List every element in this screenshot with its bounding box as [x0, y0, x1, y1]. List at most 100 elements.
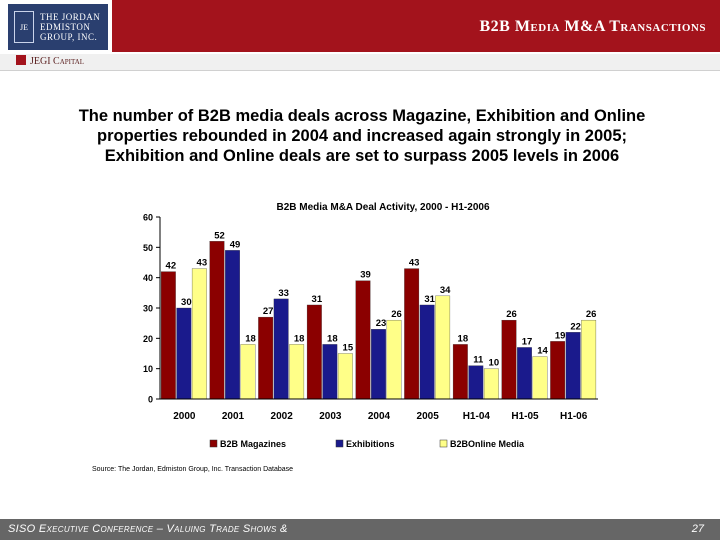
bar-value-label: 33 [278, 288, 289, 299]
bar-value-label: 18 [294, 333, 305, 344]
bar [240, 344, 256, 400]
capital-label-text: JEGI Capital [30, 56, 85, 67]
legend-label: B2BOnline Media [450, 439, 525, 449]
source-note: Source: The Jordan, Edmiston Group, Inc.… [92, 466, 294, 473]
axes-group: 0 10 20 30 40 50 60 2000 2001 2002 2003 2004 2005 H1-… [143, 213, 598, 422]
bar [160, 271, 176, 400]
bar-value-label: 18 [327, 333, 338, 344]
bar-value-label: 52 [214, 230, 225, 241]
logo-text-line-3: Group, Inc. [40, 32, 98, 42]
bar [209, 241, 225, 400]
bar [435, 295, 451, 400]
x-tick-label: H1-06 [560, 411, 588, 422]
bar [581, 319, 597, 400]
value-labels-group: 42 30 43 52 49 18 27 33 18 31 18 15 39 23 26 43 31 34 18 11… [166, 230, 597, 368]
bar-value-label: 11 [473, 355, 484, 366]
capital-label: JEGI Capital [16, 55, 84, 67]
bar-value-label: 19 [555, 330, 566, 341]
bar-value-label: 26 [506, 309, 517, 320]
bar [501, 319, 517, 400]
title-band: B2B Media M&A Transactions [112, 0, 720, 52]
bar-value-label: 43 [409, 258, 420, 269]
bar-value-label: 31 [312, 294, 323, 305]
logo-text-line-2: Edmiston [40, 22, 91, 32]
legend-label: B2B Magazines [220, 439, 286, 449]
bar-value-label: 34 [440, 285, 451, 296]
x-tick-label: 2000 [173, 411, 196, 422]
headline: The number of B2B media deals across Mag… [78, 107, 646, 165]
bar [191, 268, 207, 400]
legend-swatch [209, 439, 218, 448]
bar [371, 329, 386, 400]
y-tick-label: 40 [143, 273, 153, 283]
bar-value-label: 39 [360, 270, 371, 281]
bar-value-label: 26 [586, 309, 597, 320]
chart-title: B2B Media M&A Deal Activity, 2000 - H1-2… [276, 202, 489, 213]
legend-swatch [439, 439, 448, 448]
footer-text: SISO Executive Conference – Valuing Trad… [8, 523, 288, 535]
bar [483, 368, 499, 400]
bar-value-label: 10 [489, 358, 500, 369]
bar [337, 353, 353, 400]
bar-value-label: 49 [230, 239, 241, 250]
x-tick-label: 2003 [319, 411, 342, 422]
page-number: 27 [691, 523, 704, 535]
legend-label: Exhibitions [346, 439, 395, 449]
footer-bar: SISO Executive Conference – Valuing Trad… [0, 519, 720, 540]
x-tick-label: 2005 [417, 411, 440, 422]
bar [468, 365, 484, 400]
bar-value-label: 27 [263, 306, 274, 317]
bar-value-label: 43 [197, 258, 208, 269]
bars-group [160, 241, 597, 400]
x-tick-label: 2001 [222, 411, 245, 422]
x-tick-label: 2002 [271, 411, 294, 422]
x-tick-label: H1-04 [463, 411, 491, 422]
bar [225, 250, 240, 400]
bar-value-label: 30 [181, 297, 192, 308]
bar [550, 341, 566, 400]
legend-group: B2B Magazines Exhibitions B2BOnline Media [209, 439, 525, 449]
y-tick-label: 10 [143, 364, 153, 374]
bar-value-label: 26 [391, 309, 402, 320]
logo-text-line-1: The Jordan [40, 12, 101, 22]
bar [517, 347, 532, 400]
y-tick-label: 50 [143, 243, 153, 253]
bar-value-label: 17 [522, 336, 533, 347]
slide-title: B2B Media M&A Transactions [479, 18, 706, 35]
bar-value-label: 23 [376, 318, 387, 329]
bar-value-label: 18 [245, 333, 256, 344]
bar-value-label: 31 [424, 294, 435, 305]
bar [532, 356, 548, 400]
bar [355, 280, 371, 400]
company-logo: JE The Jordan Edmiston Group, Inc. [8, 4, 108, 50]
x-tick-label: H1-05 [511, 411, 539, 422]
y-tick-label: 20 [143, 334, 153, 344]
y-tick-label: 30 [143, 304, 153, 314]
legend-swatch [335, 439, 344, 448]
capital-mark-icon [16, 55, 26, 65]
y-tick-label: 0 [148, 395, 153, 405]
bar [452, 344, 468, 400]
bar [306, 304, 322, 400]
bar [565, 332, 581, 400]
bar [273, 298, 289, 400]
bar [404, 268, 420, 400]
logo-text: The Jordan Edmiston Group, Inc. [40, 12, 100, 42]
bar-value-label: 42 [166, 261, 177, 272]
bar-value-label: 15 [343, 343, 354, 354]
y-tick-label: 60 [143, 213, 153, 223]
bar [289, 344, 305, 400]
capital-band: JEGI Capital [0, 54, 720, 71]
bar-value-label: 22 [570, 321, 581, 332]
header: JE The Jordan Edmiston Group, Inc. B2B M… [0, 0, 720, 72]
bar [258, 316, 274, 400]
bar-value-label: 18 [458, 333, 469, 344]
bar [419, 304, 435, 400]
bar-value-label: 14 [537, 346, 548, 357]
x-tick-label: 2004 [368, 411, 391, 422]
bar [176, 307, 192, 400]
bar [322, 344, 338, 400]
logo-mark: JE [14, 11, 34, 43]
bar [386, 319, 402, 400]
